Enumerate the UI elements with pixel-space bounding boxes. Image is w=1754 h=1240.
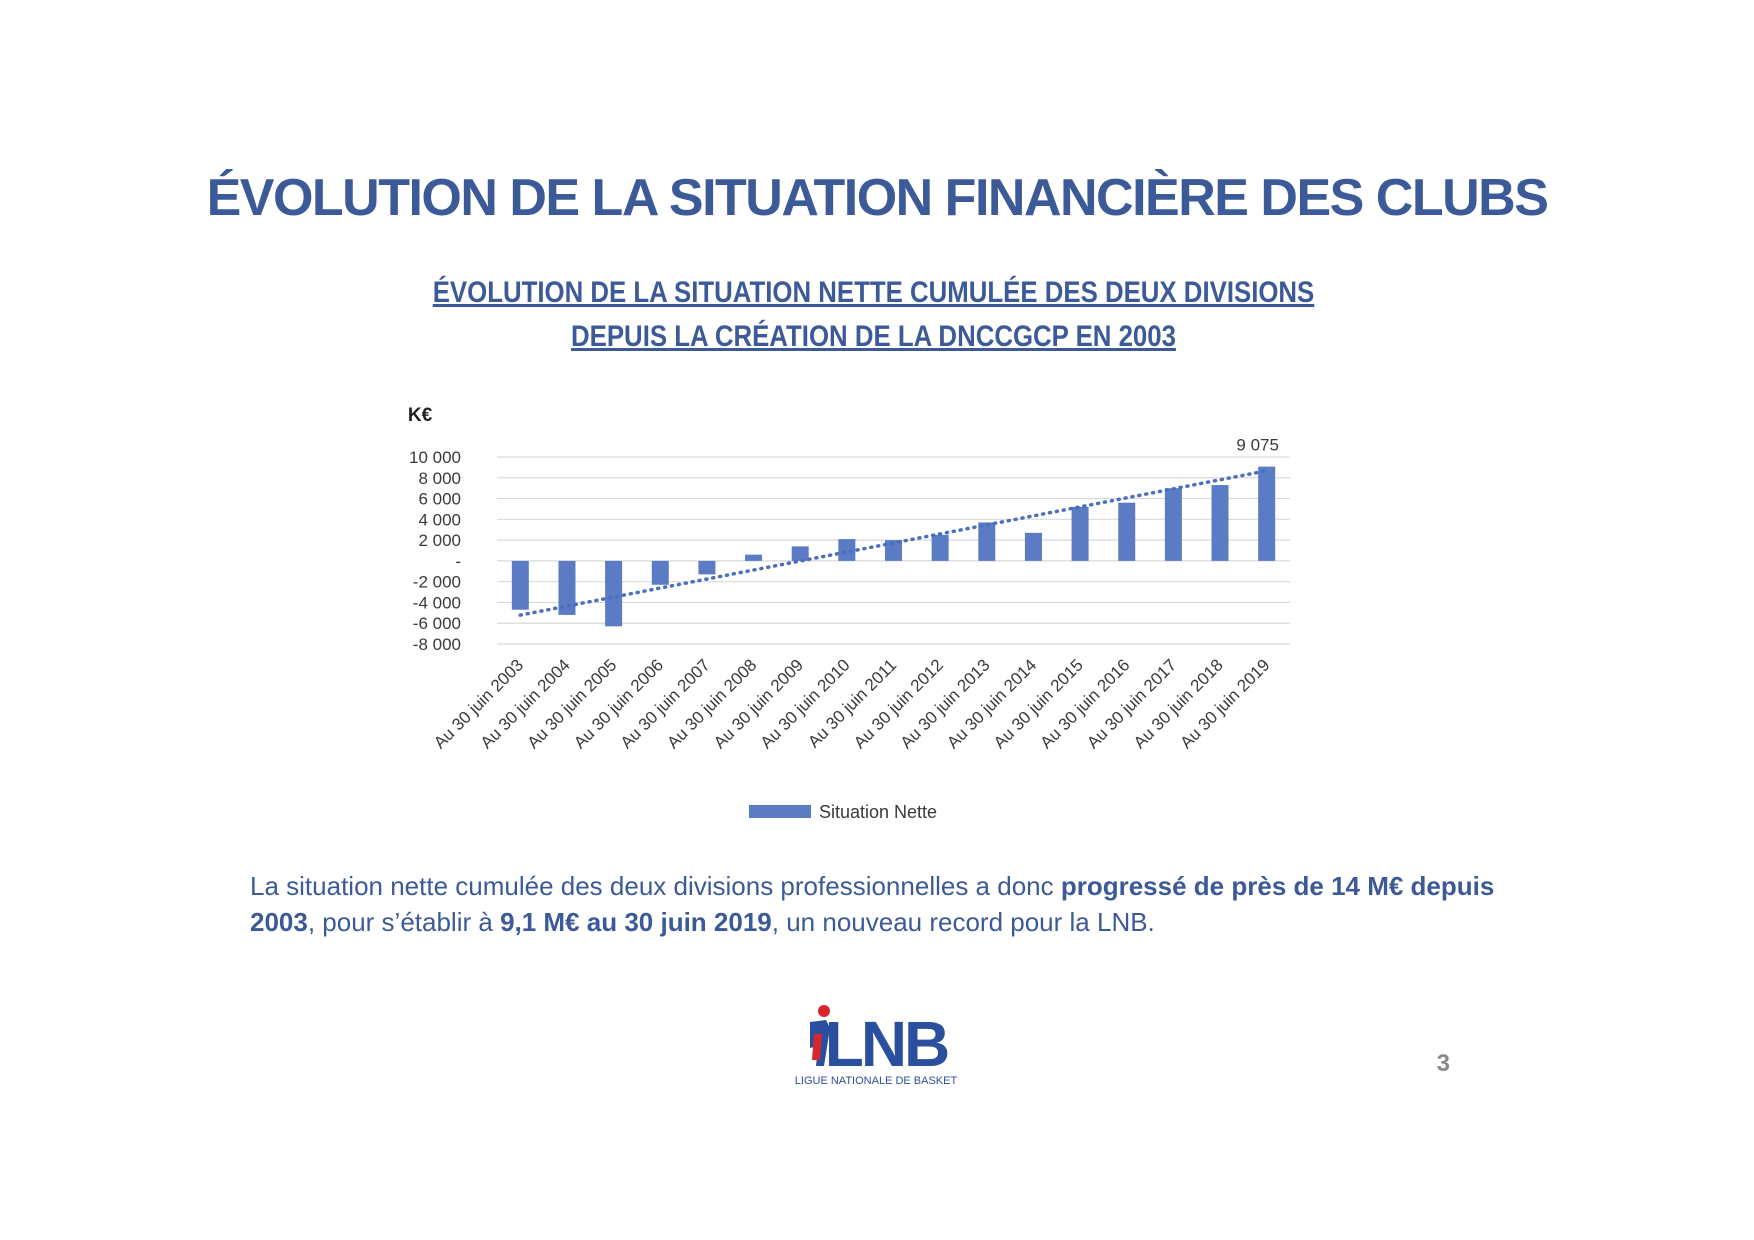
logo-tagline: LIGUE NATIONALE DE BASKET bbox=[795, 1075, 958, 1087]
logo-ball-icon bbox=[818, 1005, 830, 1017]
bar bbox=[978, 522, 996, 561]
summary-paragraph: La situation nette cumulée des deux divi… bbox=[250, 868, 1550, 940]
bar bbox=[1164, 488, 1182, 561]
y-tick-label: 4 000 bbox=[418, 510, 461, 529]
bar bbox=[1071, 506, 1089, 561]
legend-swatch bbox=[749, 805, 811, 818]
data-labels: 9 075 bbox=[1236, 436, 1279, 455]
bar bbox=[931, 534, 949, 561]
page-title: ÉVOLUTION DE LA SITUATION FINANCIÈRE DES… bbox=[206, 169, 1549, 227]
bar bbox=[1024, 532, 1042, 561]
summary-bold-1: progressé de près de 14 M€ depuis 2003 bbox=[250, 871, 1495, 937]
bar bbox=[885, 540, 902, 561]
legend: Situation Nette bbox=[749, 802, 937, 822]
bar bbox=[558, 560, 576, 615]
data-label: 9 075 bbox=[1236, 436, 1279, 455]
summary-text-1: La situation nette cumulée des deux divi… bbox=[250, 871, 1061, 901]
summary-text-2: , pour s’établir à bbox=[307, 907, 501, 937]
bars bbox=[511, 466, 1276, 627]
page-number: 3 bbox=[1436, 1050, 1450, 1077]
y-tick-label: -6 000 bbox=[413, 614, 461, 633]
summary-bold-2: 9,1 M€ au 30 juin 2019 bbox=[500, 907, 772, 937]
bar bbox=[791, 546, 809, 561]
trendline bbox=[518, 469, 1269, 617]
y-tick-label: -8 000 bbox=[413, 635, 461, 654]
bar bbox=[651, 560, 669, 585]
y-tick-label: 6 000 bbox=[418, 490, 461, 509]
trendline-line bbox=[518, 469, 1269, 617]
legend-label: Situation Nette bbox=[819, 802, 937, 822]
bar bbox=[745, 554, 763, 561]
y-tick-label: 10 000 bbox=[409, 448, 461, 467]
summary-text-3: , un nouveau record pour la LNB. bbox=[771, 907, 1155, 937]
lnb-logo: LNB LIGUE NATIONALE DE BASKET bbox=[795, 1005, 958, 1087]
y-tick-label: 8 000 bbox=[418, 469, 461, 488]
bar bbox=[511, 560, 529, 610]
chart-subtitle-line-1: ÉVOLUTION DE LA SITUATION NETTE CUMULÉE … bbox=[432, 276, 1315, 309]
bar bbox=[605, 560, 623, 627]
y-tick-label: -2 000 bbox=[413, 573, 461, 592]
y-tick-label: - bbox=[455, 552, 461, 571]
bar bbox=[838, 539, 856, 561]
bar bbox=[1211, 485, 1229, 561]
bar bbox=[1118, 502, 1136, 561]
y-tick-label: -4 000 bbox=[413, 593, 461, 612]
bar bbox=[698, 560, 716, 575]
chart-subtitle-line-2: DEPUIS LA CRÉATION DE LA DNCCGCP EN 2003 bbox=[571, 320, 1176, 353]
y-axis-label: K€ bbox=[408, 405, 433, 426]
y-tick-label: 2 000 bbox=[418, 531, 461, 550]
logo-text: LNB bbox=[825, 1008, 948, 1080]
bar bbox=[1258, 466, 1276, 561]
